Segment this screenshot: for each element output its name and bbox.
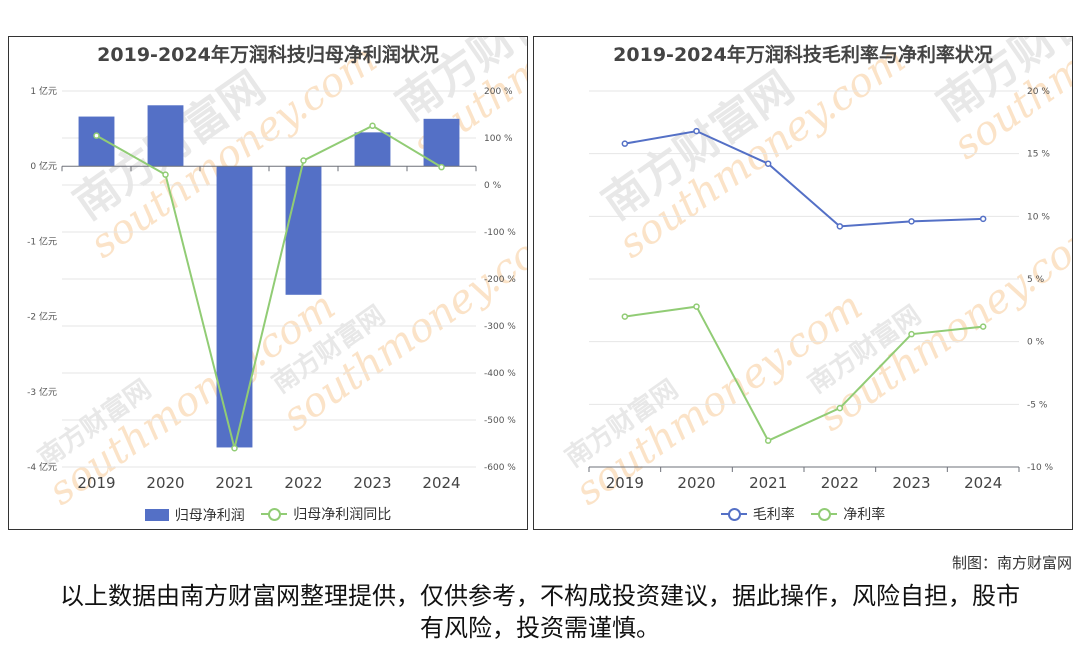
point-net-margin <box>908 330 915 338</box>
x-category-label: 2024 <box>964 474 1002 492</box>
bar-net-profit <box>354 132 391 167</box>
y-left-tick-label: 0 亿元 <box>30 160 57 172</box>
x-category-label: 2020 <box>677 474 715 492</box>
legend-item-net-margin[interactable]: 净利率 <box>811 504 885 524</box>
y-right-tick-label: -200 % <box>484 275 516 285</box>
right-chart-title: 2019-2024年万润科技毛利率与净利率状况 <box>613 44 993 66</box>
y-right-tick-label: 200 % <box>484 87 513 97</box>
legend-label-net-profit: 归母净利润 <box>174 508 245 524</box>
left-chart-title: 2019-2024年万润科技归母净利润状况 <box>97 44 439 66</box>
point-net-profit-yoy <box>300 157 307 164</box>
y-left-tick-label: -2 亿元 <box>27 311 57 323</box>
x-category-label: 2024 <box>422 474 460 492</box>
point-gross-margin <box>836 223 844 230</box>
x-category-label: 2023 <box>892 474 930 492</box>
legend-line-swatch <box>261 507 288 521</box>
legend-bar-swatch <box>144 509 169 521</box>
point-gross-margin <box>621 140 629 147</box>
right-chart-legend: 毛利率 净利率 <box>534 504 1072 525</box>
x-category-label: 2023 <box>353 474 391 492</box>
point-net-profit-yoy <box>438 163 445 171</box>
y-right-tick-label: 0 % <box>1027 338 1045 348</box>
x-category-label: 2020 <box>146 474 184 492</box>
y-right-tick-label: -100 % <box>484 228 516 238</box>
legend-line-swatch <box>720 507 747 521</box>
right-chart-panel: southmoney.com 南方财富网 southmoney.com 南方财富网 so… <box>533 36 1073 530</box>
x-category-label: 2019 <box>606 474 644 492</box>
right-chart-svg: southmoney.com南方财富网southmoney.com南方财富网so… <box>559 37 1072 514</box>
bar-net-profit <box>216 166 253 448</box>
bar-net-profit <box>78 116 115 167</box>
point-net-margin <box>764 437 772 444</box>
y-right-tick-label: -10 % <box>1027 463 1054 473</box>
y-left-tick-label: -3 亿元 <box>27 386 57 398</box>
line-net-margin <box>624 305 984 442</box>
point-net-margin <box>693 303 700 310</box>
point-net-profit-yoy <box>369 122 376 130</box>
y-left-tick-label: -1 亿元 <box>27 235 57 247</box>
point-gross-margin <box>979 215 987 223</box>
y-right-tick-label: 5 % <box>1027 275 1045 285</box>
y-right-tick-label: 15 % <box>1027 150 1050 160</box>
legend-item-net-profit-yoy[interactable]: 归母净利润同比 <box>261 504 391 524</box>
y-right-tick-label: 10 % <box>1027 212 1050 222</box>
y-right-tick-label: 100 % <box>484 134 513 144</box>
chart-credit: 制图：南方财富网 <box>951 554 1072 572</box>
y-right-tick-label: -300 % <box>484 322 516 332</box>
y-left-tick-label: -4 亿元 <box>27 461 57 473</box>
x-category-label: 2019 <box>77 474 115 492</box>
point-gross-margin <box>764 160 772 167</box>
y-left-tick-label: 1 亿元 <box>30 85 57 97</box>
y-right-tick-label: -500 % <box>484 416 516 426</box>
bar-net-profit <box>285 166 322 295</box>
x-category-label: 2022 <box>284 474 322 492</box>
y-right-tick-label: 20 % <box>1027 87 1050 97</box>
point-net-margin <box>836 404 844 412</box>
point-gross-margin <box>908 218 915 225</box>
bar-net-profit <box>423 118 460 167</box>
x-category-label: 2022 <box>821 474 859 492</box>
y-right-tick-label: 0 % <box>484 181 502 191</box>
y-right-tick-label: -600 % <box>484 463 516 473</box>
left-chart-legend: 归母净利润 归母净利润同比 <box>9 504 527 525</box>
line-net-profit-yoy <box>96 124 443 449</box>
left-chart-svg: southmoney.com南方财富网southmoney.com南方财富网so… <box>27 37 527 514</box>
point-net-profit-yoy <box>162 171 169 178</box>
legend-label-gross-margin: 毛利率 <box>752 507 795 523</box>
point-net-profit-yoy <box>231 444 238 452</box>
x-category-label: 2021 <box>215 474 253 492</box>
point-gross-margin <box>693 127 700 135</box>
line-gross-margin <box>624 130 984 228</box>
legend-line-swatch <box>811 507 838 521</box>
legend-item-net-profit[interactable]: 归母净利润 <box>144 505 245 525</box>
legend-label-net-margin: 净利率 <box>843 507 886 523</box>
point-net-margin <box>621 313 629 320</box>
disclaimer-text: 以上数据由南方财富网整理提供，仅供参考，不构成投资建议，据此操作，风险自担，股市… <box>60 582 1020 642</box>
point-net-margin <box>979 323 987 330</box>
legend-label-net-profit-yoy: 归母净利润同比 <box>293 507 392 523</box>
point-net-profit-yoy <box>93 132 100 139</box>
bar-net-profit <box>147 105 184 167</box>
x-category-label: 2021 <box>749 474 787 492</box>
legend-item-gross-margin[interactable]: 毛利率 <box>720 504 795 524</box>
y-right-tick-label: -400 % <box>484 369 516 379</box>
y-right-tick-label: -5 % <box>1027 400 1048 410</box>
left-chart-panel: southmoney.com南方财富网southmoney.com南方财富网so… <box>8 36 528 530</box>
